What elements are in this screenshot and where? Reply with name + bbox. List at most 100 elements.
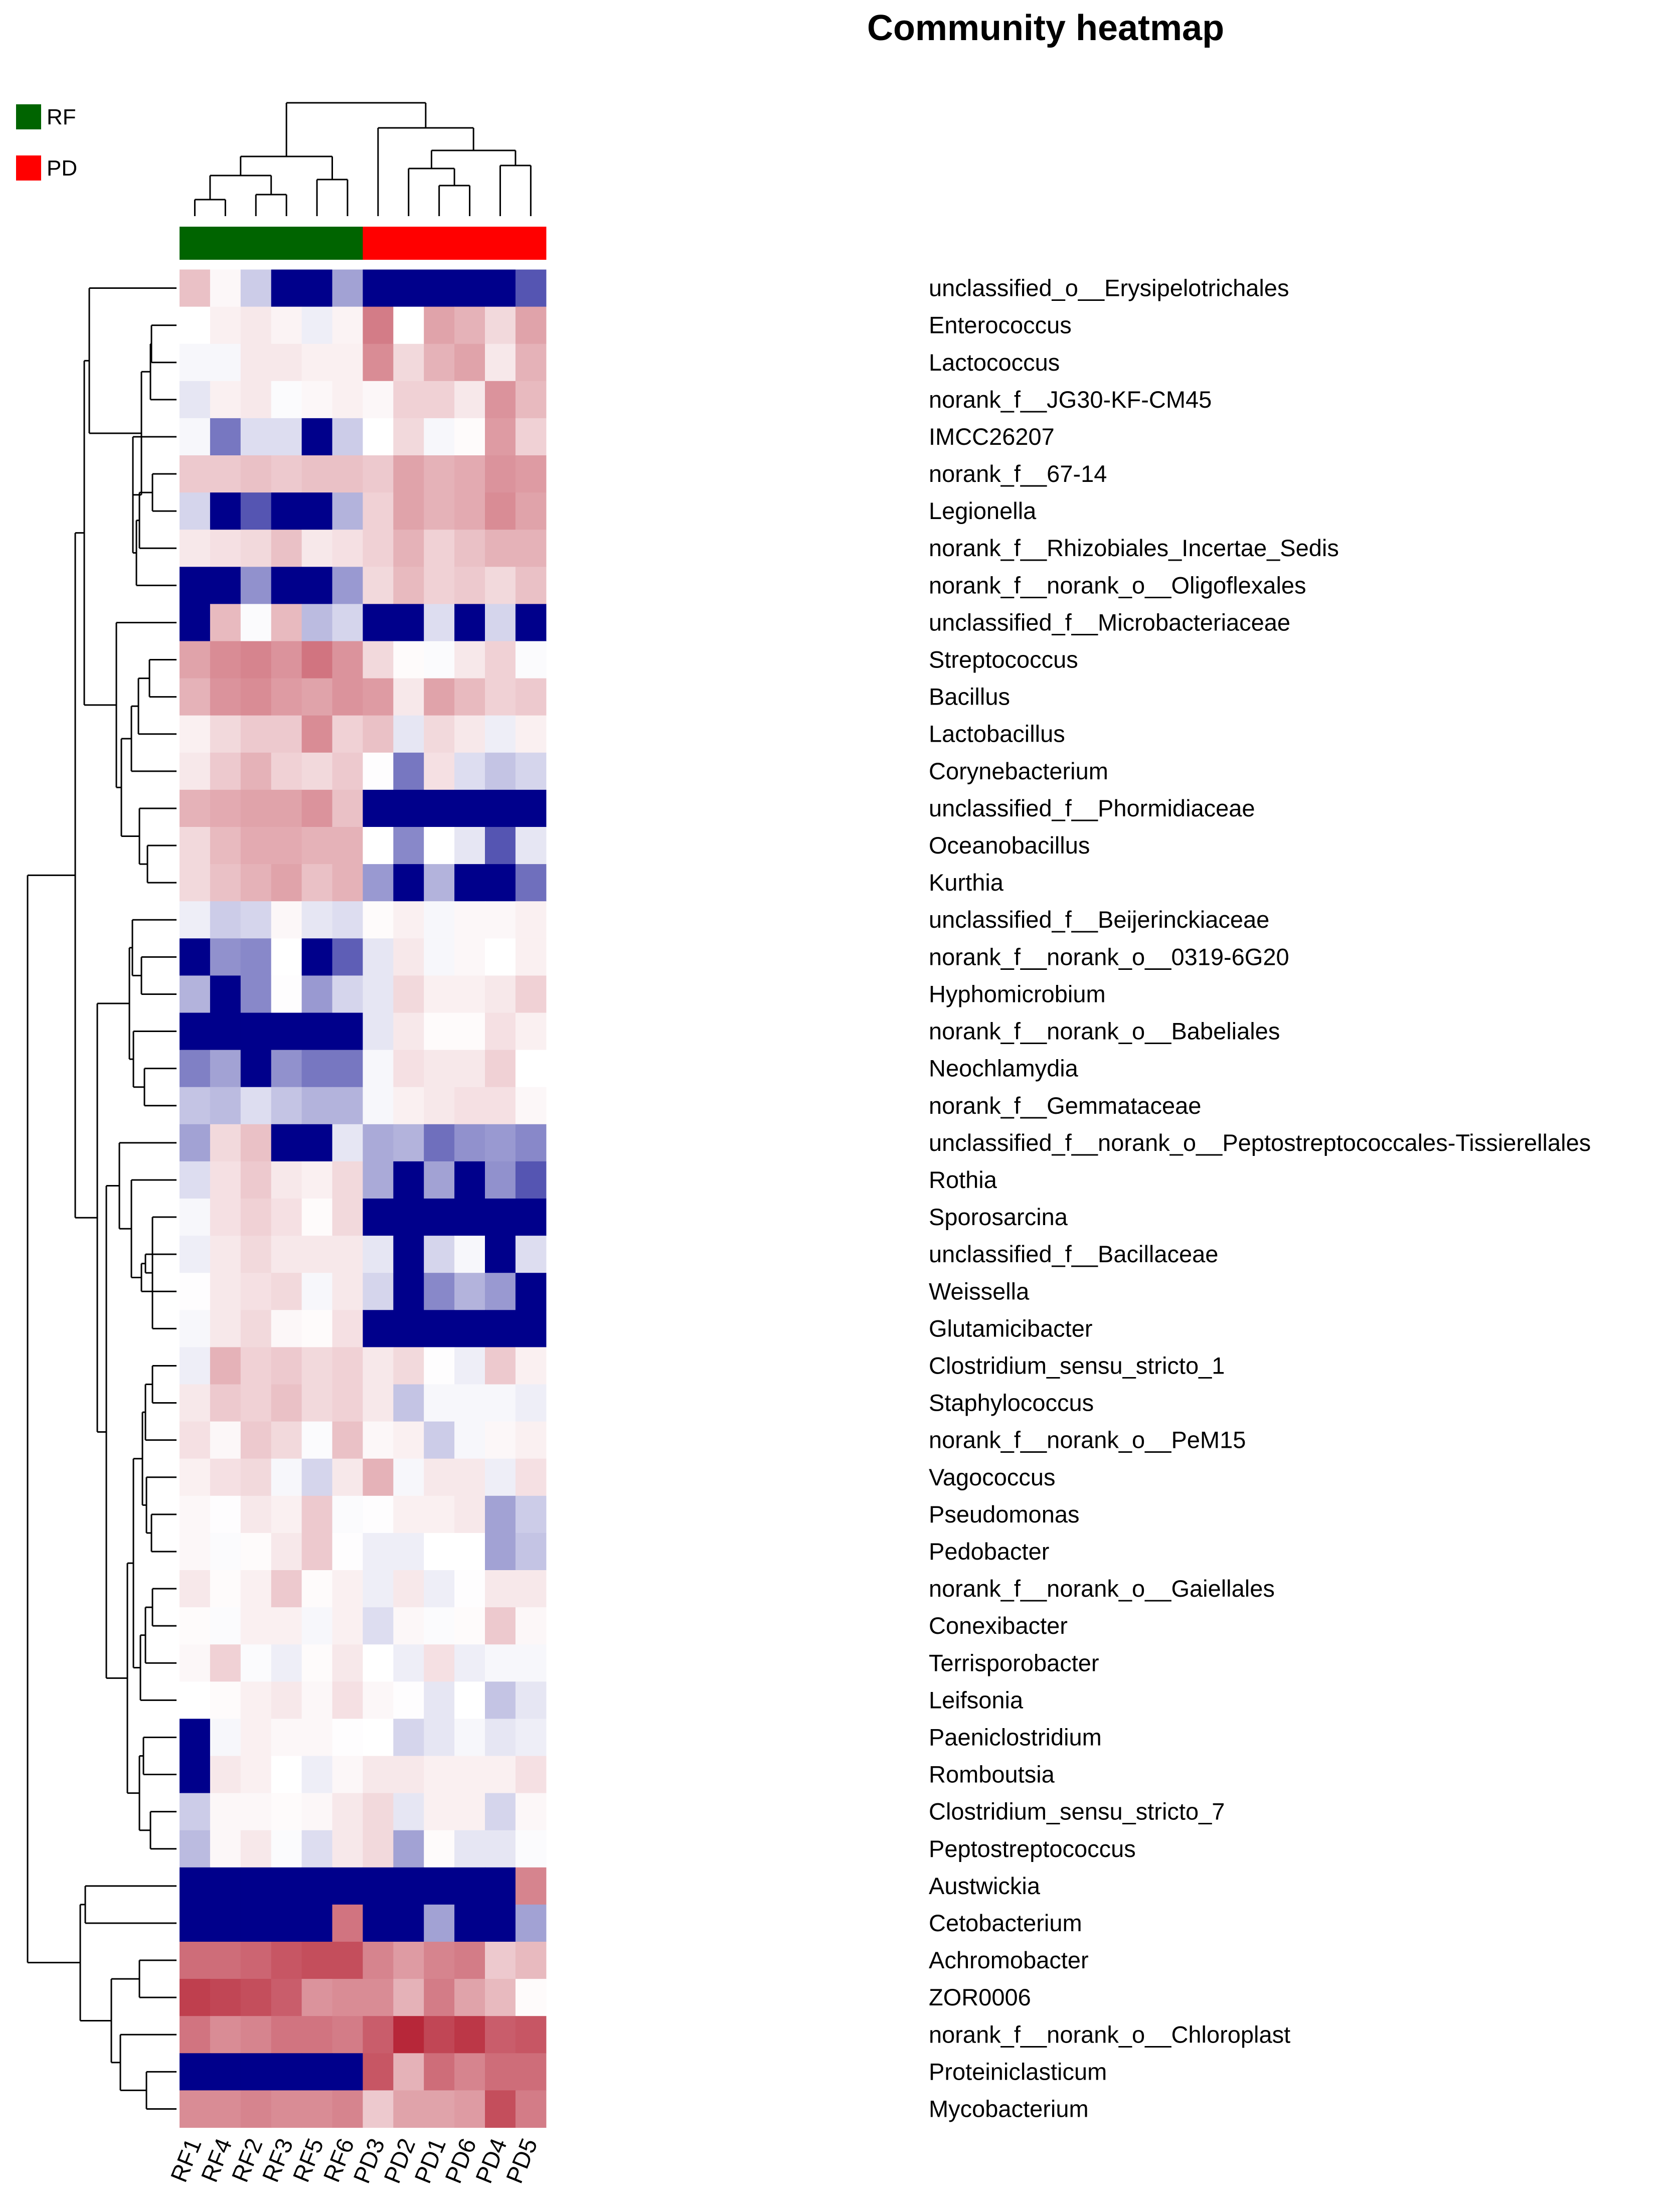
heatmap-cell bbox=[180, 418, 211, 456]
heatmap-cell bbox=[424, 1421, 455, 1459]
heatmap-cell bbox=[454, 641, 485, 679]
heatmap-cell bbox=[180, 344, 211, 382]
heatmap-cell bbox=[210, 1979, 241, 2016]
heatmap-cell bbox=[393, 1756, 424, 1794]
heatmap-cell bbox=[301, 1273, 333, 1310]
heatmap-cell bbox=[363, 1570, 394, 1608]
heatmap-cell bbox=[332, 1756, 363, 1794]
heatmap-cell bbox=[393, 641, 424, 679]
heatmap-cell bbox=[180, 641, 211, 679]
row-label: Austwickia bbox=[929, 1873, 1041, 1899]
heatmap-cell bbox=[180, 1421, 211, 1459]
heatmap-cell bbox=[180, 1570, 211, 1608]
heatmap-cell bbox=[301, 1384, 333, 1422]
heatmap-cell bbox=[180, 1087, 211, 1125]
heatmap-cell bbox=[210, 2053, 241, 2091]
heatmap-cell bbox=[180, 1644, 211, 1682]
heatmap-cell bbox=[363, 789, 394, 827]
heatmap-cell bbox=[424, 269, 455, 307]
heatmap-cell bbox=[240, 530, 272, 567]
heatmap-cell bbox=[393, 455, 424, 493]
heatmap-cell bbox=[424, 418, 455, 456]
heatmap-cell bbox=[393, 1310, 424, 1347]
row-label: Peptostreptococcus bbox=[929, 1835, 1136, 1862]
heatmap-cell bbox=[485, 1979, 516, 2016]
heatmap-cell bbox=[240, 1384, 272, 1422]
heatmap-cell bbox=[363, 1830, 394, 1868]
heatmap-cell bbox=[515, 1719, 547, 1757]
heatmap-cell bbox=[210, 1495, 241, 1534]
heatmap-cell bbox=[363, 901, 394, 939]
heatmap-cell bbox=[301, 975, 333, 1013]
heatmap-cell bbox=[485, 752, 516, 790]
heatmap-cell bbox=[424, 1793, 455, 1831]
heatmap-cell bbox=[210, 1273, 241, 1310]
heatmap-cell bbox=[271, 1495, 302, 1534]
heatmap-cell bbox=[424, 2016, 455, 2054]
heatmap-cell bbox=[515, 938, 547, 976]
heatmap-cell bbox=[515, 1124, 547, 1162]
heatmap-cell bbox=[332, 938, 363, 976]
heatmap-cell bbox=[515, 789, 547, 827]
heatmap-cell bbox=[271, 1867, 302, 1905]
heatmap-cell bbox=[210, 752, 241, 790]
heatmap-cell bbox=[485, 641, 516, 679]
heatmap-cell bbox=[485, 1384, 516, 1422]
heatmap-cell bbox=[454, 1495, 485, 1534]
heatmap-cell bbox=[424, 1495, 455, 1534]
heatmap-cell bbox=[271, 1236, 302, 1273]
heatmap-cell bbox=[210, 715, 241, 753]
heatmap-cell bbox=[210, 1199, 241, 1236]
group-bar-segment bbox=[363, 227, 394, 260]
heatmap-cell bbox=[454, 1161, 485, 1199]
row-label: Conexibacter bbox=[929, 1612, 1068, 1639]
row-label: norank_f__norank_o__PeM15 bbox=[929, 1427, 1246, 1453]
heatmap-cell bbox=[454, 1384, 485, 1422]
heatmap-cell bbox=[393, 1384, 424, 1422]
heatmap-cell bbox=[271, 1384, 302, 1422]
heatmap-cell bbox=[485, 1644, 516, 1682]
heatmap-cell bbox=[271, 1793, 302, 1831]
heatmap-cell bbox=[363, 1273, 394, 1310]
heatmap-cell bbox=[301, 1867, 333, 1905]
heatmap-cell bbox=[515, 2090, 547, 2128]
heatmap-cell bbox=[271, 1199, 302, 1236]
heatmap-cell bbox=[240, 269, 272, 307]
row-label: norank_f__norank_o__Babeliales bbox=[929, 1018, 1280, 1045]
heatmap-cell bbox=[454, 1310, 485, 1347]
heatmap-cell bbox=[454, 269, 485, 307]
heatmap-cell bbox=[393, 567, 424, 604]
heatmap-cell bbox=[454, 1719, 485, 1757]
heatmap-cell bbox=[301, 1199, 333, 1236]
heatmap-cell bbox=[271, 1458, 302, 1496]
heatmap-cell bbox=[485, 455, 516, 493]
heatmap-cell bbox=[240, 344, 272, 382]
heatmap-cell bbox=[240, 1681, 272, 1719]
heatmap-cell bbox=[271, 1273, 302, 1310]
heatmap-cell bbox=[301, 2016, 333, 2054]
heatmap-cell bbox=[240, 418, 272, 456]
heatmap-cell bbox=[180, 2053, 211, 2091]
heatmap-cell bbox=[210, 530, 241, 567]
heatmap-cell bbox=[332, 789, 363, 827]
heatmap-cell bbox=[393, 827, 424, 865]
heatmap-cell bbox=[301, 418, 333, 456]
heatmap-cell bbox=[454, 1942, 485, 1979]
heatmap-cell bbox=[454, 1273, 485, 1310]
column-label: PD5 bbox=[500, 2134, 542, 2187]
row-label: norank_f__JG30-KF-CM45 bbox=[929, 386, 1212, 413]
heatmap-cell bbox=[271, 1942, 302, 1979]
heatmap-cell bbox=[363, 1495, 394, 1534]
row-label: unclassified_f__norank_o__Peptostreptoco… bbox=[929, 1129, 1591, 1156]
heatmap-cell bbox=[515, 1793, 547, 1831]
heatmap-cell bbox=[363, 567, 394, 604]
heatmap-cell bbox=[301, 344, 333, 382]
heatmap-cell bbox=[485, 1421, 516, 1459]
heatmap-cell bbox=[454, 418, 485, 456]
row-label: unclassified_f__Microbacteriaceae bbox=[929, 609, 1290, 636]
heatmap-cell bbox=[332, 1533, 363, 1571]
heatmap-cell bbox=[180, 530, 211, 567]
heatmap-cell bbox=[393, 306, 424, 345]
heatmap-cell bbox=[393, 1979, 424, 2016]
